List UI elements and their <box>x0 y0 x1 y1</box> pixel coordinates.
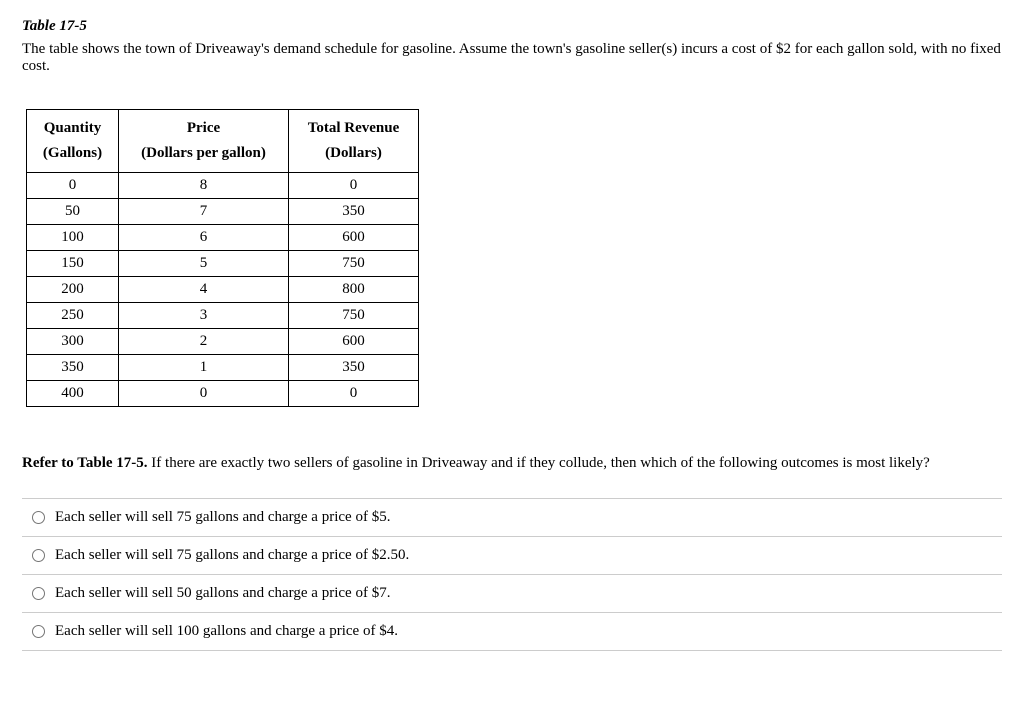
table-cell: 50 <box>27 199 119 225</box>
table-cell: 600 <box>289 329 419 355</box>
table-row: 2004800 <box>27 277 419 303</box>
question-stem-label: Refer to Table 17-5. <box>22 455 148 471</box>
answer-choice[interactable]: Each seller will sell 100 gallons and ch… <box>22 613 1002 651</box>
col-subheader-quantity: (Gallons) <box>27 141 119 173</box>
answer-choice[interactable]: Each seller will sell 50 gallons and cha… <box>22 575 1002 613</box>
table-cell: 800 <box>289 277 419 303</box>
table-cell: 8 <box>119 173 289 199</box>
table-cell: 350 <box>27 355 119 381</box>
question-stem: Refer to Table 17-5. If there are exactl… <box>22 455 1002 472</box>
table-cell: 1 <box>119 355 289 381</box>
table-cell: 4 <box>119 277 289 303</box>
table-row: 1505750 <box>27 251 419 277</box>
answer-label[interactable]: Each seller will sell 50 gallons and cha… <box>55 585 390 602</box>
table-row: 3002600 <box>27 329 419 355</box>
table-cell: 750 <box>289 303 419 329</box>
table-cell: 100 <box>27 225 119 251</box>
table-cell: 350 <box>289 199 419 225</box>
table-cell: 3 <box>119 303 289 329</box>
table-row: 080 <box>27 173 419 199</box>
table-cell: 750 <box>289 251 419 277</box>
table-cell: 400 <box>27 381 119 407</box>
table-cell: 250 <box>27 303 119 329</box>
answer-radio[interactable] <box>32 549 45 562</box>
col-header-revenue: Total Revenue <box>289 110 419 142</box>
table-cell: 0 <box>289 173 419 199</box>
col-header-price: Price <box>119 110 289 142</box>
answer-radio[interactable] <box>32 587 45 600</box>
table-cell: 350 <box>289 355 419 381</box>
table-cell: 200 <box>27 277 119 303</box>
table-cell: 0 <box>119 381 289 407</box>
table-title: Table 17-5 <box>22 18 1002 35</box>
table-cell: 0 <box>289 381 419 407</box>
table-cell: 600 <box>289 225 419 251</box>
table-cell: 150 <box>27 251 119 277</box>
answer-radio[interactable] <box>32 511 45 524</box>
answer-radio[interactable] <box>32 625 45 638</box>
table-cell: 300 <box>27 329 119 355</box>
col-header-quantity: Quantity <box>27 110 119 142</box>
answer-choices: Each seller will sell 75 gallons and cha… <box>22 498 1002 651</box>
table-cell: 6 <box>119 225 289 251</box>
table-cell: 2 <box>119 329 289 355</box>
answer-label[interactable]: Each seller will sell 75 gallons and cha… <box>55 509 390 526</box>
table-description: The table shows the town of Driveaway's … <box>22 41 1002 75</box>
col-subheader-revenue: (Dollars) <box>289 141 419 173</box>
table-cell: 7 <box>119 199 289 225</box>
table-row: 40000 <box>27 381 419 407</box>
table-row: 2503750 <box>27 303 419 329</box>
table-cell: 0 <box>27 173 119 199</box>
table-row: 1006600 <box>27 225 419 251</box>
answer-label[interactable]: Each seller will sell 100 gallons and ch… <box>55 623 398 640</box>
col-subheader-price: (Dollars per gallon) <box>119 141 289 173</box>
answer-label[interactable]: Each seller will sell 75 gallons and cha… <box>55 547 409 564</box>
demand-table: Quantity Price Total Revenue (Gallons) (… <box>26 109 419 407</box>
question-stem-rest: If there are exactly two sellers of gaso… <box>148 455 930 471</box>
table-cell: 5 <box>119 251 289 277</box>
answer-choice[interactable]: Each seller will sell 75 gallons and cha… <box>22 537 1002 575</box>
table-row: 3501350 <box>27 355 419 381</box>
table-row: 507350 <box>27 199 419 225</box>
answer-choice[interactable]: Each seller will sell 75 gallons and cha… <box>22 499 1002 537</box>
